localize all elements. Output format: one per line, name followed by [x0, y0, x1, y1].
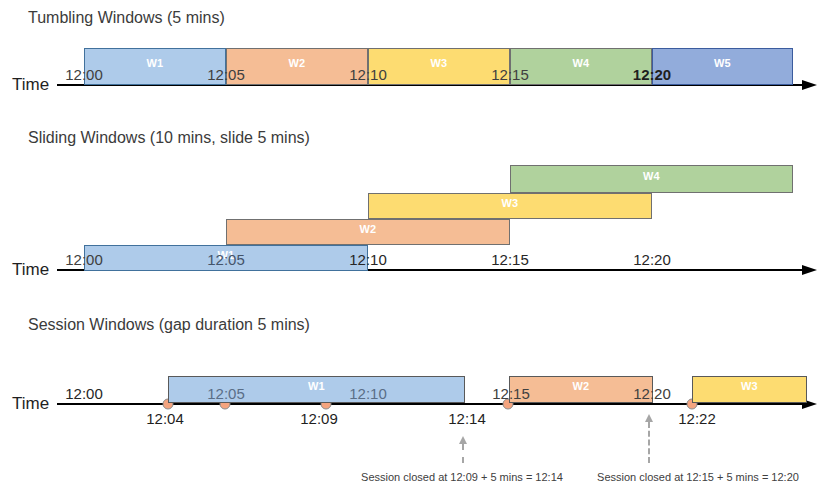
timeline-arrowhead-icon: [802, 265, 817, 275]
callout-arrow-icon: [459, 436, 467, 444]
session-close-annotation: Session closed at 12:09 + 5 mins = 12:14: [361, 471, 563, 483]
window-bar-w3: W3: [368, 193, 652, 219]
time-tick: 12:15: [492, 385, 530, 402]
time-tick: 12:15: [491, 66, 529, 83]
time-tick: 12:20: [633, 251, 671, 268]
section-title: Sliding Windows (10 mins, slide 5 mins): [28, 129, 310, 147]
session-close-annotation: Session closed at 12:15 + 5 mins = 12:20: [597, 471, 799, 483]
window-bar-label: W3: [501, 197, 518, 209]
time-tick: 12:00: [65, 251, 103, 268]
event-time-label: 12:14: [448, 410, 486, 427]
time-tick: 12:10: [349, 385, 387, 402]
window-bar-label: W4: [572, 57, 589, 69]
time-tick: 12:20: [633, 385, 671, 402]
window-bar-w4: W4: [510, 165, 793, 193]
time-tick: 12:10: [349, 251, 387, 268]
time-tick: 12:10: [349, 66, 387, 83]
window-bar-w2: W2: [226, 219, 510, 245]
section-title: Session Windows (gap duration 5 mins): [28, 316, 310, 334]
window-bar-w1: W1: [84, 48, 226, 85]
window-bar-label: W2: [288, 57, 305, 69]
event-time-label: 12:22: [678, 410, 716, 427]
window-bar-label: W2: [572, 380, 589, 392]
time-tick: 12:00: [65, 66, 103, 83]
window-bar-label: W3: [741, 380, 758, 392]
window-bar-w2: W2: [226, 48, 368, 85]
time-tick: 12:00: [65, 385, 103, 402]
callout-arrow-dash: [462, 444, 464, 463]
callout-arrow-icon: [645, 414, 653, 422]
window-bar-w3: W3: [368, 48, 510, 85]
event-time-label: 12:09: [300, 410, 338, 427]
window-bar-label: W1: [308, 380, 325, 392]
time-axis-label: Time: [12, 394, 49, 414]
window-bar-w2: W2: [509, 376, 653, 403]
window-bar-label: W5: [714, 57, 731, 69]
window-bar-label: W4: [643, 170, 660, 182]
time-axis-label: Time: [12, 75, 49, 95]
time-axis-label: Time: [12, 260, 49, 280]
windowing-diagram: Tumbling Windows (5 mins) Time W1 W2 W3 W4 W5 1…: [0, 0, 829, 498]
window-bar-label: W2: [359, 223, 376, 235]
timeline-arrowhead-icon: [802, 80, 817, 90]
time-tick: 12:05: [207, 66, 245, 83]
window-bar-w3: W3: [692, 376, 807, 403]
window-bar-label: W3: [430, 57, 447, 69]
event-time-label: 12:04: [146, 410, 184, 427]
window-bar-w5: W5: [652, 48, 793, 85]
time-tick: 12:20: [633, 66, 671, 83]
section-title: Tumbling Windows (5 mins): [28, 9, 225, 27]
time-tick: 12:05: [207, 251, 245, 268]
time-tick: 12:05: [207, 385, 245, 402]
callout-arrow-dash: [648, 422, 650, 463]
time-tick: 12:15: [491, 251, 529, 268]
window-bar-w4: W4: [510, 48, 652, 85]
window-bar-label: W1: [146, 57, 163, 69]
